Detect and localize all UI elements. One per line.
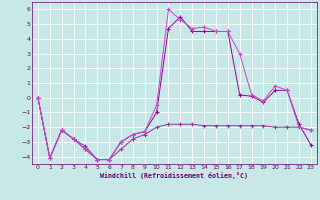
X-axis label: Windchill (Refroidissement éolien,°C): Windchill (Refroidissement éolien,°C) — [100, 172, 248, 179]
